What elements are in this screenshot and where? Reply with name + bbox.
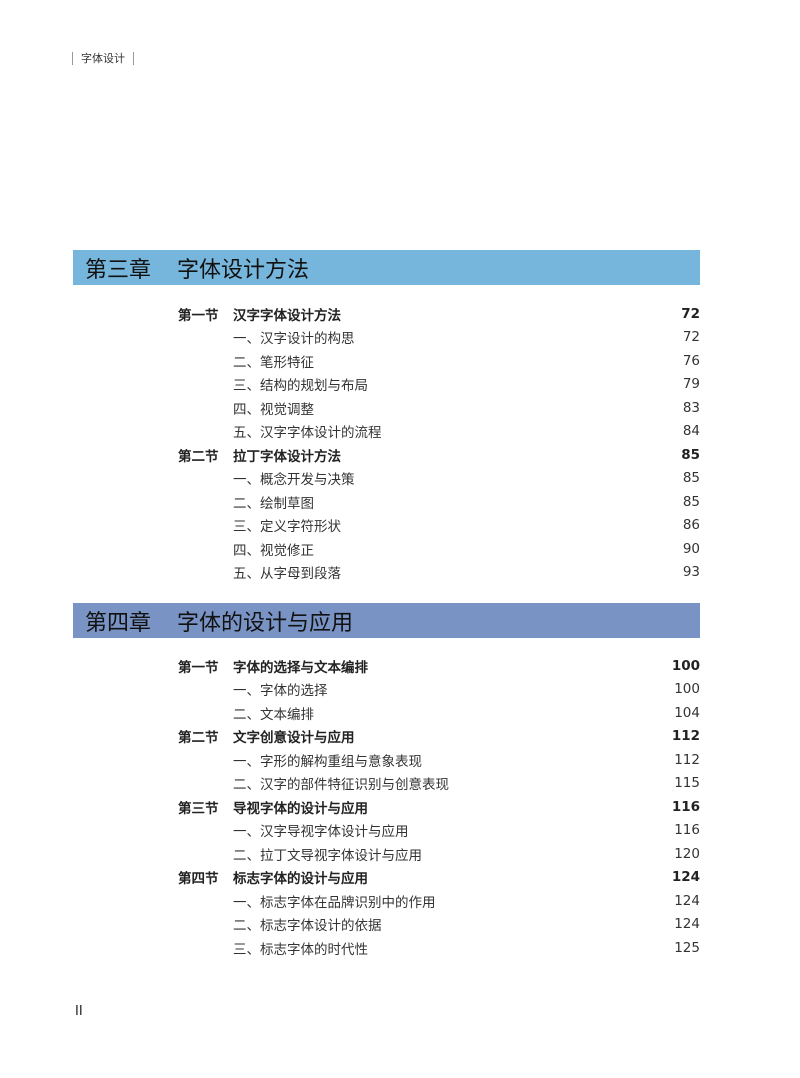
entry-title: 二、绘制草图 [233, 495, 314, 512]
entry-page: 85 [682, 493, 700, 510]
entry-title: 一、字形的解构重组与意象表现 [233, 753, 422, 770]
chapter-title: 字体的设计与应用 [177, 610, 354, 636]
entry-title: 导视字体的设计与应用 [233, 800, 368, 817]
toc-item-row[interactable]: 一、汉字导视字体设计与应用 116 [178, 819, 700, 843]
entry-page: 120 [674, 845, 700, 862]
chapter-number: 第三章 [85, 257, 152, 283]
section-label: 第四节 [178, 871, 219, 888]
section-label: 第一节 [178, 307, 219, 324]
entry-title: 二、标志字体设计的依据 [233, 918, 382, 935]
entry-title: 汉字字体设计方法 [233, 307, 341, 324]
entry-page: 124 [674, 892, 700, 909]
toc-section-row[interactable]: 第三节 导视字体的设计与应用 116 [178, 795, 700, 819]
section-label: 第二节 [178, 730, 219, 747]
entry-page: 76 [682, 352, 700, 369]
chapter-heading: 第四章 字体的设计与应用 [73, 603, 700, 638]
entry-page: 116 [671, 798, 700, 815]
entry-page: 83 [682, 399, 700, 416]
toc-item-row[interactable]: 二、汉字的部件特征识别与创意表现 115 [178, 772, 700, 796]
entry-title: 三、定义字符形状 [233, 519, 341, 536]
toc-section-row[interactable]: 第一节 字体的选择与文本编排 100 [178, 654, 700, 678]
toc-section-row[interactable]: 第四节 标志字体的设计与应用 124 [178, 866, 700, 890]
toc-item-row[interactable]: 一、字体的选择 100 [178, 678, 700, 702]
section-label: 第二节 [178, 448, 219, 465]
toc-item-row[interactable]: 一、标志字体在品牌识别中的作用 124 [178, 889, 700, 913]
entry-title: 二、拉丁文导视字体设计与应用 [233, 847, 422, 864]
section-label: 第三节 [178, 800, 219, 817]
section-label: 第一节 [178, 659, 219, 676]
entry-page: 84 [682, 423, 700, 440]
toc-item-row[interactable]: 三、结构的规划与布局 79 [178, 373, 700, 397]
entry-title: 拉丁字体设计方法 [233, 448, 341, 465]
entry-title: 二、汉字的部件特征识别与创意表现 [233, 777, 449, 794]
toc-list: 第一节 汉字字体设计方法 72 一、汉字设计的构思 72 二、笔形特征 76 三、结构的规划与… [178, 302, 700, 584]
toc-item-row[interactable]: 三、标志字体的时代性 125 [178, 936, 700, 960]
running-title: 字体设计 [81, 52, 125, 65]
entry-page: 86 [682, 517, 700, 534]
entry-page: 124 [674, 916, 700, 933]
toc-item-row[interactable]: 二、文本编排 104 [178, 701, 700, 725]
page-number: II [75, 1004, 83, 1019]
entry-title: 二、笔形特征 [233, 354, 314, 371]
entry-page: 100 [674, 681, 700, 698]
toc-item-row[interactable]: 一、概念开发与决策 85 [178, 467, 700, 491]
entry-page: 93 [682, 564, 700, 581]
entry-page: 104 [674, 704, 700, 721]
running-header: 字体设计 [72, 50, 134, 66]
entry-page: 116 [674, 822, 700, 839]
entry-title: 五、从字母到段落 [233, 566, 341, 583]
entry-page: 124 [671, 869, 700, 886]
toc-item-row[interactable]: 二、拉丁文导视字体设计与应用 120 [178, 842, 700, 866]
entry-page: 90 [682, 540, 700, 557]
entry-title: 字体的选择与文本编排 [233, 659, 368, 676]
toc-item-row[interactable]: 五、汉字字体设计的流程 84 [178, 420, 700, 444]
toc-item-row[interactable]: 四、视觉调整 83 [178, 396, 700, 420]
entry-page: 85 [682, 470, 700, 487]
toc-item-row[interactable]: 一、字形的解构重组与意象表现 112 [178, 748, 700, 772]
chapter-number: 第四章 [85, 610, 152, 636]
entry-title: 一、汉字设计的构思 [233, 331, 355, 348]
divider [133, 51, 134, 65]
entry-title: 一、概念开发与决策 [233, 472, 355, 489]
entry-page: 115 [674, 775, 700, 792]
chapter-heading: 第三章 字体设计方法 [73, 250, 700, 285]
entry-title: 标志字体的设计与应用 [233, 871, 368, 888]
chapter-title: 字体设计方法 [177, 257, 310, 283]
entry-title: 二、文本编排 [233, 706, 314, 723]
toc-item-row[interactable]: 一、汉字设计的构思 72 [178, 326, 700, 350]
toc-item-row[interactable]: 四、视觉修正 90 [178, 537, 700, 561]
entry-title: 五、汉字字体设计的流程 [233, 425, 382, 442]
entry-title: 四、视觉调整 [233, 401, 314, 418]
entry-title: 文字创意设计与应用 [233, 730, 355, 747]
entry-page: 112 [674, 751, 700, 768]
entry-title: 三、结构的规划与布局 [233, 378, 368, 395]
toc-list: 第一节 字体的选择与文本编排 100 一、字体的选择 100 二、文本编排 104 第二节 文字… [178, 654, 700, 960]
entry-title: 三、标志字体的时代性 [233, 941, 368, 958]
toc-item-row[interactable]: 三、定义字符形状 86 [178, 514, 700, 538]
entry-page: 125 [674, 939, 700, 956]
divider [72, 51, 73, 65]
entry-page: 100 [671, 657, 700, 674]
toc-section-row[interactable]: 第一节 汉字字体设计方法 72 [178, 302, 700, 326]
entry-title: 一、标志字体在品牌识别中的作用 [233, 894, 436, 911]
entry-page: 72 [682, 329, 700, 346]
entry-page: 112 [671, 728, 700, 745]
toc-item-row[interactable]: 二、绘制草图 85 [178, 490, 700, 514]
toc-item-row[interactable]: 五、从字母到段落 93 [178, 561, 700, 585]
entry-title: 一、汉字导视字体设计与应用 [233, 824, 409, 841]
entry-title: 四、视觉修正 [233, 542, 314, 559]
entry-page: 72 [681, 305, 700, 322]
toc-item-row[interactable]: 二、笔形特征 76 [178, 349, 700, 373]
entry-page: 79 [682, 376, 700, 393]
toc-section-row[interactable]: 第二节 文字创意设计与应用 112 [178, 725, 700, 749]
toc-item-row[interactable]: 二、标志字体设计的依据 124 [178, 913, 700, 937]
entry-page: 85 [681, 446, 700, 463]
toc-section-row[interactable]: 第二节 拉丁字体设计方法 85 [178, 443, 700, 467]
entry-title: 一、字体的选择 [233, 683, 328, 700]
